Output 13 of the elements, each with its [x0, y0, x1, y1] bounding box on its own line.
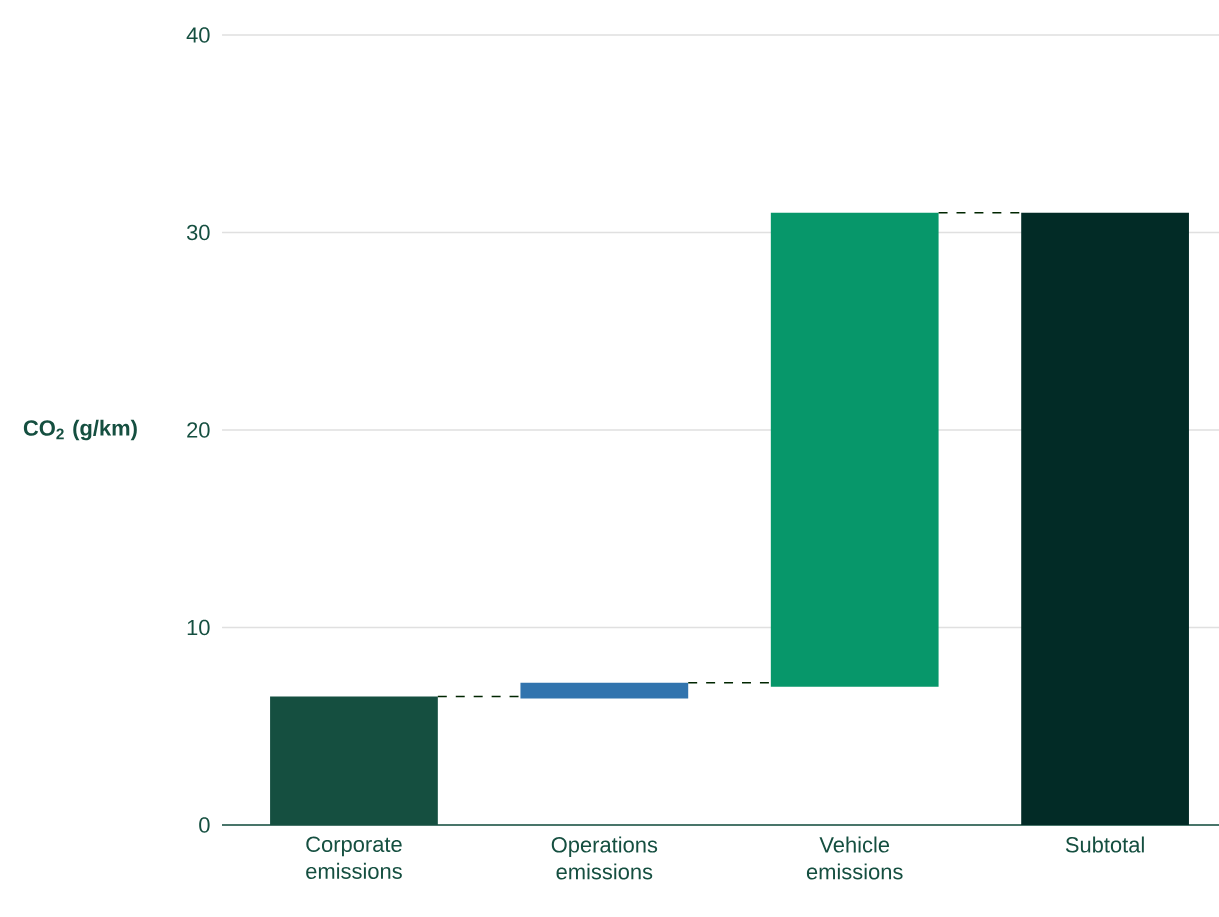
- x-tick-label: Vehicle emissions: [806, 836, 903, 880]
- x-tick-label: Corporate emissions: [306, 836, 402, 879]
- x-tick-label: Subtotal: [1065, 836, 1144, 853]
- x-tick-label: Operations emissions: [551, 836, 658, 880]
- y-axis-title: CO$_{2}$ (g/km): [23, 419, 137, 441]
- y-tick-label: 10: [187, 619, 210, 636]
- bar: [1021, 212, 1189, 825]
- y-tick-label: 20: [187, 422, 210, 438]
- bar: [520, 682, 689, 699]
- y-tick-label: 0: [199, 817, 210, 833]
- bar: [770, 212, 939, 687]
- y-tick-label: 30: [186, 224, 210, 241]
- y-tick-label: 40: [186, 27, 210, 43]
